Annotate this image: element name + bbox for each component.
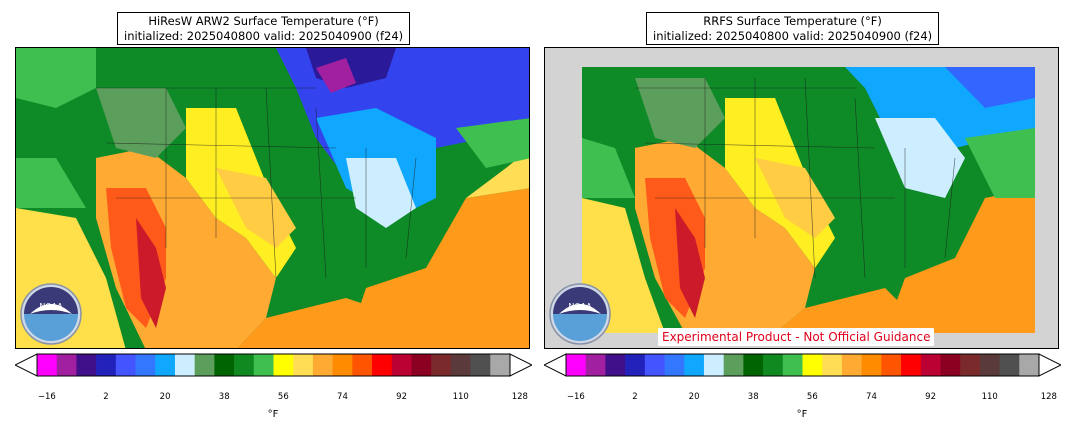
noaa-logo-right: NOAA xyxy=(549,283,611,345)
colorbar-swatch xyxy=(566,354,587,376)
colorbar-tick-label: 2 xyxy=(103,392,109,402)
colorbar-swatch xyxy=(214,354,235,376)
left-map-title: HiResW ARW2 Surface Temperature (°F) ini… xyxy=(117,12,411,45)
colorbar-swatch xyxy=(585,354,606,376)
colorbar-swatch xyxy=(76,354,97,376)
svg-text:NOAA: NOAA xyxy=(39,302,63,311)
colorbar-swatch xyxy=(644,354,666,376)
colorbar-swatch xyxy=(56,354,77,376)
left-temperature-map: NOAA xyxy=(16,48,529,348)
colorbar-tick-label: 20 xyxy=(159,392,171,402)
colorbar-swatch xyxy=(664,354,685,376)
experimental-watermark: Experimental Product - Not Official Guid… xyxy=(658,328,935,346)
colorbar-swatch xyxy=(901,354,922,376)
colorbar-swatch xyxy=(723,354,744,376)
right-map-area: NOAA Experimental Product - Not Official… xyxy=(544,47,1059,349)
colorbar-swatch xyxy=(625,354,646,376)
right-title-line-2: initialized: 2025040800 valid: 202504090… xyxy=(653,29,933,43)
colorbar-swatch xyxy=(253,354,274,376)
left-title-line-1: HiResW ARW2 Surface Temperature (°F) xyxy=(148,14,379,28)
colorbar-tick-label: −16 xyxy=(37,392,56,402)
colorbar-swatch xyxy=(999,354,1020,376)
colorbar-swatch xyxy=(234,354,255,376)
colorbar-swatch xyxy=(352,354,373,376)
right-colorbar xyxy=(544,353,1061,377)
left-colorbar-unit: °F xyxy=(267,409,279,420)
right-colorbar-unit: °F xyxy=(796,409,808,420)
colorbar-swatch xyxy=(155,354,176,376)
colorbar-swatch xyxy=(881,354,902,376)
colorbar-swatch xyxy=(96,354,117,376)
colorbar-tick-label: −16 xyxy=(566,392,585,402)
colorbar-tick-label: 128 xyxy=(1040,392,1057,402)
colorbar-swatch xyxy=(1019,354,1040,376)
colorbar-swatch xyxy=(684,354,705,376)
colorbar-swatch xyxy=(841,354,863,376)
colorbar-swatch xyxy=(273,354,294,376)
colorbar-swatch xyxy=(135,354,156,376)
colorbar-swatch xyxy=(174,354,196,376)
colorbar-swatch xyxy=(822,354,843,376)
colorbar-tick-label: 92 xyxy=(925,392,936,402)
colorbar-tick-label: 74 xyxy=(866,392,877,402)
colorbar-swatch xyxy=(743,354,764,376)
colorbar-swatch xyxy=(605,354,626,376)
colorbar-swatch xyxy=(293,354,314,376)
svg-text:NOAA: NOAA xyxy=(568,302,592,311)
colorbar-swatch xyxy=(391,354,412,376)
colorbar-tick-label: 38 xyxy=(218,392,230,402)
colorbar-swatch xyxy=(940,354,961,376)
colorbar-swatch xyxy=(115,354,137,376)
colorbar-swatch xyxy=(411,354,432,376)
colorbar-swatch xyxy=(861,354,882,376)
colorbar-tick-label: 74 xyxy=(337,392,348,402)
right-title-line-1: RRFS Surface Temperature (°F) xyxy=(703,14,882,28)
colorbar-swatch xyxy=(312,354,334,376)
colorbar-swatch xyxy=(431,354,452,376)
left-map-area: NOAA xyxy=(15,47,530,349)
colorbar-tick-label: 92 xyxy=(396,392,407,402)
colorbar-swatch xyxy=(37,354,58,376)
noaa-logo-left: NOAA xyxy=(20,283,82,345)
colorbar-swatch xyxy=(802,354,823,376)
colorbar-swatch xyxy=(979,354,1001,376)
left-title-line-2: initialized: 2025040800 valid: 202504090… xyxy=(124,29,404,43)
left-map-panel: HiResW ARW2 Surface Temperature (°F) ini… xyxy=(0,0,532,438)
colorbar-swatch xyxy=(372,354,393,376)
colorbar-swatch xyxy=(332,354,353,376)
colorbar-swatch xyxy=(703,354,725,376)
colorbar-swatch xyxy=(490,354,511,376)
colorbar-tick-label: 38 xyxy=(747,392,759,402)
colorbar-tick-label: 128 xyxy=(511,392,528,402)
right-temperature-map: NOAA xyxy=(545,48,1058,348)
colorbar-swatch xyxy=(450,354,472,376)
right-map-title: RRFS Surface Temperature (°F) initialize… xyxy=(646,12,940,45)
colorbar-tick-label: 2 xyxy=(632,392,638,402)
colorbar-tick-label: 20 xyxy=(688,392,700,402)
colorbar-tick-label: 56 xyxy=(277,392,289,402)
colorbar-swatch xyxy=(763,354,784,376)
colorbar-swatch xyxy=(470,354,491,376)
colorbar-swatch xyxy=(194,354,215,376)
colorbar-tick-label: 110 xyxy=(981,392,998,402)
colorbar-swatch xyxy=(782,354,803,376)
colorbar-swatch xyxy=(920,354,941,376)
colorbar-tick-label: 56 xyxy=(806,392,818,402)
colorbar-tick-label: 110 xyxy=(452,392,469,402)
right-map-panel: RRFS Surface Temperature (°F) initialize… xyxy=(530,0,1061,438)
colorbar-swatch xyxy=(960,354,981,376)
left-colorbar xyxy=(15,353,532,377)
